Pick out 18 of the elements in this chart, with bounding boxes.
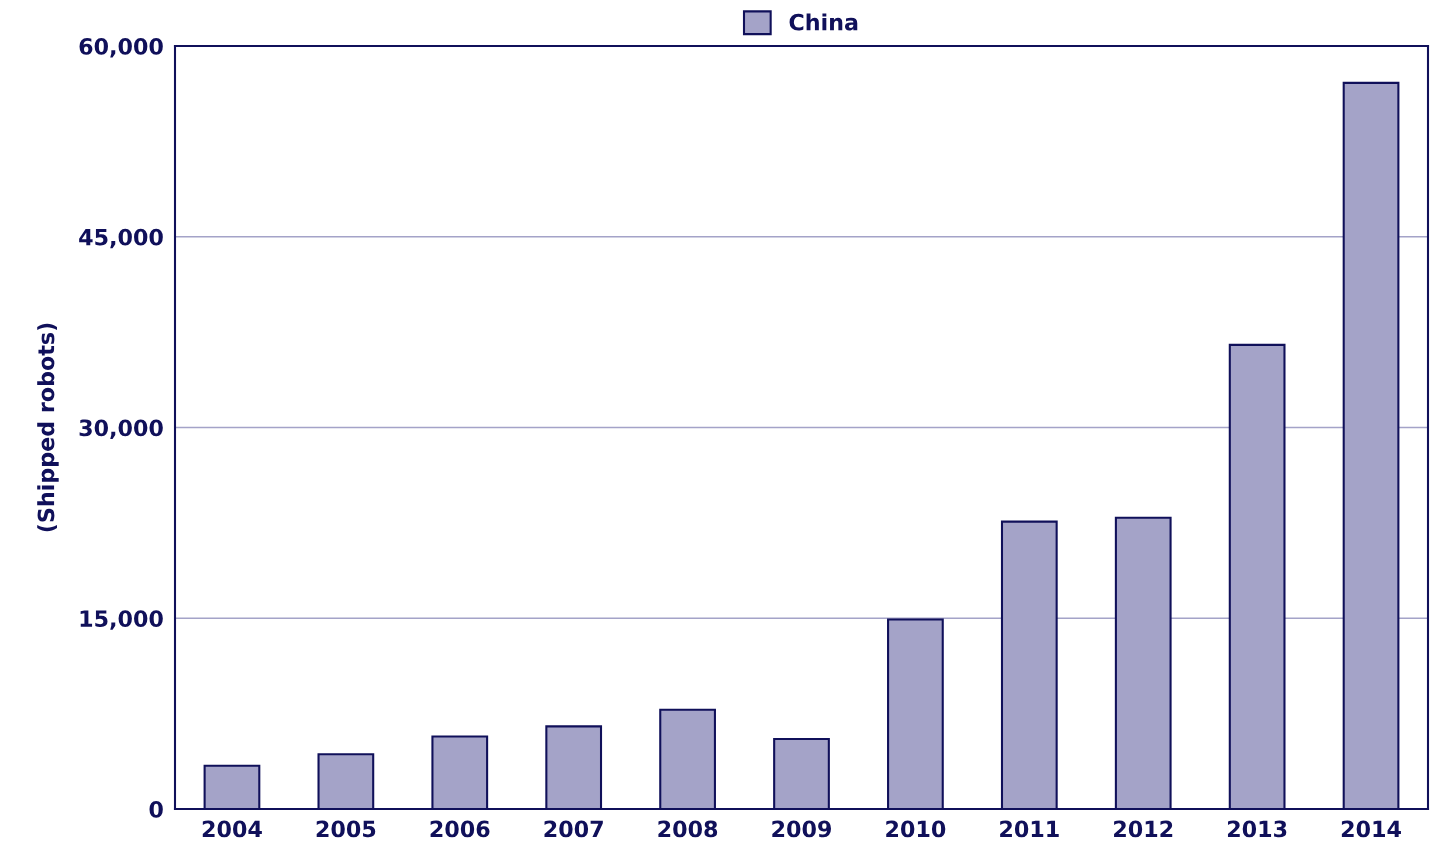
x-tick-label: 2004 [202,820,262,838]
x-tick-label: 2013 [1227,820,1287,838]
y-tick-label: 30,000 [79,419,163,440]
x-tick-label: 2006 [430,820,490,838]
x-tick-label: 2014 [1341,820,1401,838]
x-tick-label: 2009 [772,820,831,838]
x-tick-label: 2008 [658,820,718,838]
y-tick-label: 60,000 [79,37,163,58]
y-axis-title: (Shipped robots) [37,323,59,532]
legend-label: China [789,13,858,31]
x-tick-label: 2007 [544,820,603,838]
y-tick-label: 45,000 [79,228,163,249]
x-tick-label: 2010 [886,820,946,838]
x-tick-label: 2012 [1114,820,1173,838]
y-tick-label: 0 [149,800,163,818]
x-tick-label: 2005 [316,820,376,838]
y-tick-label: 15,000 [80,610,163,630]
x-tick-label: 2011 [1000,820,1059,838]
